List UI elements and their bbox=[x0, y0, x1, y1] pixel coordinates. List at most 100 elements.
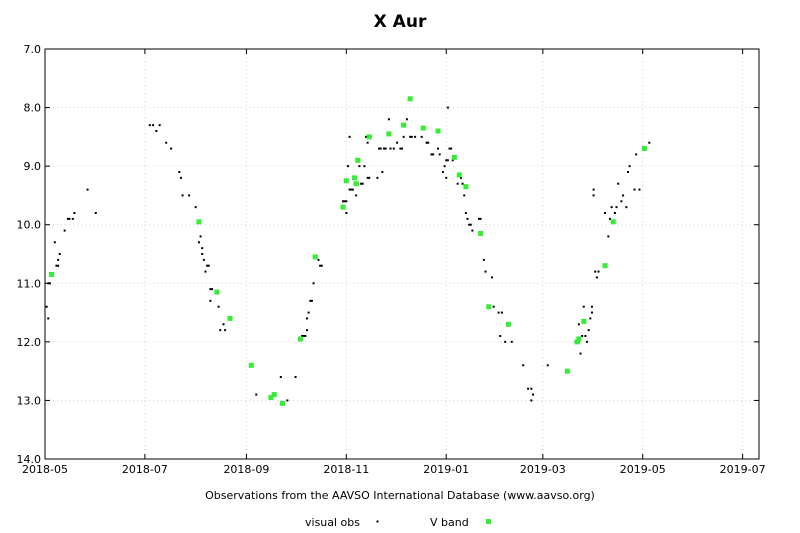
visual-obs-point bbox=[363, 165, 366, 168]
legend-marker-visual bbox=[376, 520, 379, 523]
v-band-point bbox=[268, 395, 274, 400]
visual-obs-point bbox=[497, 311, 500, 314]
x-tick-label: 2019-01 bbox=[423, 463, 469, 476]
visual-obs-point bbox=[414, 135, 417, 138]
visual-obs-point bbox=[360, 182, 363, 185]
v-band-point bbox=[610, 219, 616, 225]
visual-obs-point bbox=[604, 212, 607, 214]
visual-obs-point bbox=[381, 171, 384, 173]
visual-obs-point bbox=[366, 176, 369, 179]
visual-obs-point bbox=[368, 176, 371, 179]
v-band-point bbox=[451, 154, 457, 160]
visual-obs-point bbox=[206, 264, 209, 267]
visual-obs-point bbox=[464, 212, 467, 214]
visual-obs-point bbox=[207, 264, 210, 267]
y-tick-label: 9.0 bbox=[24, 160, 42, 173]
visual-obs-point bbox=[592, 188, 595, 191]
visual-obs-point bbox=[491, 276, 494, 279]
visual-obs-point bbox=[401, 147, 403, 150]
visual-obs-point bbox=[430, 153, 433, 156]
visual-obs-point bbox=[170, 147, 173, 150]
visual-obs-point bbox=[68, 217, 71, 220]
visual-obs-point bbox=[610, 206, 613, 209]
visual-obs-point bbox=[346, 165, 349, 168]
y-tick-label: 13.0 bbox=[17, 394, 42, 407]
visual-obs-point bbox=[378, 147, 381, 150]
visual-obs-point bbox=[425, 141, 428, 144]
legend: visual obs V band bbox=[305, 516, 491, 529]
visual-obs-point bbox=[345, 212, 348, 214]
visual-obs-point bbox=[445, 159, 448, 162]
visual-obs-point bbox=[179, 176, 182, 179]
visual-obs-point bbox=[94, 212, 97, 214]
visual-obs-point bbox=[582, 305, 585, 308]
y-tick-label: 12.0 bbox=[17, 336, 42, 349]
visual-obs-point bbox=[194, 206, 197, 209]
visual-obs-point bbox=[432, 153, 435, 156]
visual-obs-point bbox=[402, 135, 405, 138]
visual-obs-point bbox=[364, 135, 367, 138]
visual-obs-point bbox=[71, 217, 74, 220]
visual-obs-point bbox=[351, 188, 354, 191]
visual-obs-point bbox=[57, 264, 60, 267]
visual-obs-point bbox=[188, 194, 191, 197]
visual-obs-point bbox=[302, 335, 305, 337]
x-tick-label: 2018-05 bbox=[22, 463, 68, 476]
visual-obs-point bbox=[53, 241, 56, 244]
v-band-point bbox=[271, 392, 277, 398]
visual-obs-point bbox=[527, 387, 530, 390]
visual-obs-point bbox=[410, 135, 413, 138]
visual-obs-point bbox=[635, 153, 638, 156]
visual-obs-point bbox=[451, 159, 454, 162]
visual-obs-point bbox=[309, 299, 312, 302]
visual-obs-point bbox=[590, 305, 593, 308]
visual-obs-point bbox=[595, 276, 598, 279]
visual-obs-point bbox=[492, 305, 495, 308]
visual-obs-point bbox=[389, 147, 392, 150]
visual-obs-point bbox=[47, 317, 50, 320]
v-band-point bbox=[564, 368, 570, 374]
visual-obs-point bbox=[319, 264, 322, 267]
x-tick-label: 2018-07 bbox=[122, 463, 168, 476]
visual-obs-point bbox=[427, 141, 430, 144]
visual-obs-point bbox=[469, 223, 472, 226]
x-tick-label: 2018-09 bbox=[223, 463, 269, 476]
visual-obs-point bbox=[343, 200, 346, 203]
visual-obs-points bbox=[45, 106, 651, 402]
visual-obs-point bbox=[625, 206, 628, 209]
visual-obs-point bbox=[158, 124, 161, 127]
v-band-point bbox=[420, 125, 426, 131]
visual-obs-point bbox=[73, 212, 76, 214]
visual-obs-point bbox=[312, 282, 315, 285]
v-band-point bbox=[478, 231, 484, 236]
visual-obs-point bbox=[594, 270, 597, 273]
visual-obs-point bbox=[522, 364, 525, 367]
visual-obs-point bbox=[586, 340, 589, 343]
visual-obs-point bbox=[86, 188, 89, 191]
visual-obs-point bbox=[306, 317, 309, 320]
visual-obs-point bbox=[510, 340, 513, 343]
v-band-point bbox=[574, 339, 580, 345]
visual-obs-point bbox=[532, 393, 535, 396]
visual-obs-point bbox=[201, 247, 204, 250]
plot-frame bbox=[44, 48, 760, 460]
visual-obs-point bbox=[350, 188, 353, 191]
visual-obs-point bbox=[590, 311, 593, 314]
visual-obs-point bbox=[577, 323, 580, 326]
visual-obs-point bbox=[211, 288, 214, 291]
visual-obs-point bbox=[607, 235, 610, 238]
v-band-point bbox=[366, 134, 372, 140]
visual-obs-point bbox=[286, 399, 289, 402]
visual-obs-point bbox=[484, 270, 487, 273]
y-tick-label: 7.0 bbox=[24, 43, 42, 56]
visual-obs-point bbox=[638, 188, 641, 191]
visual-obs-point bbox=[445, 176, 448, 179]
v-band-point bbox=[343, 178, 349, 184]
visual-obs-point bbox=[626, 171, 629, 173]
visual-obs-point bbox=[477, 217, 480, 220]
visual-obs-point bbox=[217, 305, 220, 308]
v-band-point bbox=[435, 128, 441, 134]
visual-obs-point bbox=[310, 299, 313, 302]
visual-obs-point bbox=[648, 141, 651, 144]
visual-obs-point bbox=[396, 141, 399, 144]
